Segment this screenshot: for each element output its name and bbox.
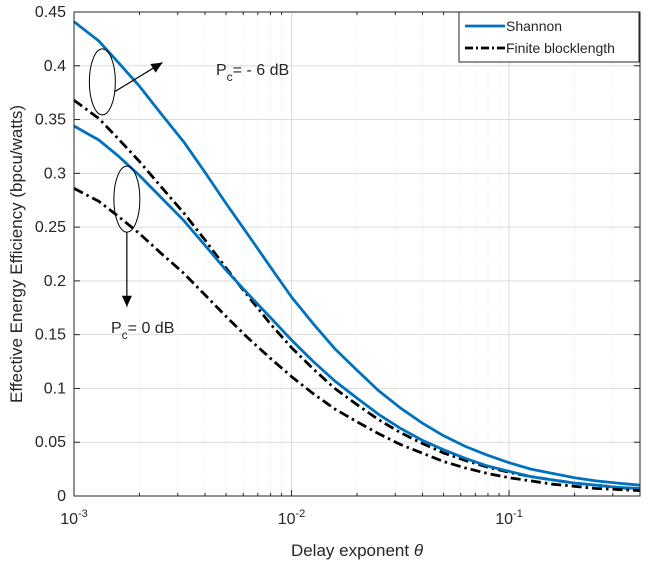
y-axis-label: Effective Energy Efficiency (bpcu/watts) (7, 105, 26, 403)
series-line-4 (73, 187, 641, 492)
plot-background (74, 12, 640, 496)
x-tick-label: 10-2 (278, 508, 306, 528)
legend-box (458, 11, 640, 63)
y-tick-label: 0.45 (35, 4, 66, 21)
y-tick-label: 0.1 (44, 380, 66, 397)
y-tick-label: 0.05 (35, 434, 66, 451)
series-line-3 (73, 124, 641, 490)
x-tick-label: 10-1 (495, 508, 523, 528)
legend-label-2: Finite blocklength (506, 40, 615, 56)
legend-label-1: Shannon (506, 18, 562, 34)
grid (73, 11, 640, 497)
y-tick-label: 0.25 (35, 219, 66, 236)
y-tick-label: 0.2 (44, 273, 66, 290)
x-tick-label: 10-3 (60, 508, 88, 528)
y-tick-label: 0.35 (35, 112, 66, 129)
y-tick-label: 0.3 (44, 165, 66, 182)
y-tick-label: 0 (57, 488, 66, 505)
annotation-ellipse (88, 48, 116, 116)
annotations: Pc= - 6 dB Pc= 0 dB (88, 48, 289, 342)
annotation-arrowhead (150, 62, 163, 73)
y-tick-label: 0.4 (44, 58, 66, 75)
y-tick-label: 0.15 (35, 327, 66, 344)
series-line-1 (73, 20, 641, 487)
x-axis-label: Delay exponent θ (291, 541, 424, 560)
annotation-arrowhead (121, 295, 132, 307)
annotation-label: Pc= 0 dB (111, 320, 174, 342)
annotation-label: Pc= - 6 dB (216, 62, 289, 84)
axis-ticks: 10-3 10-2 10-1 0 0.05 0.1 0.15 0.2 0.25 0.3 0.35 0.… (35, 4, 640, 528)
series-layer (73, 20, 641, 492)
legend: Shannon Finite blocklength (458, 11, 640, 63)
